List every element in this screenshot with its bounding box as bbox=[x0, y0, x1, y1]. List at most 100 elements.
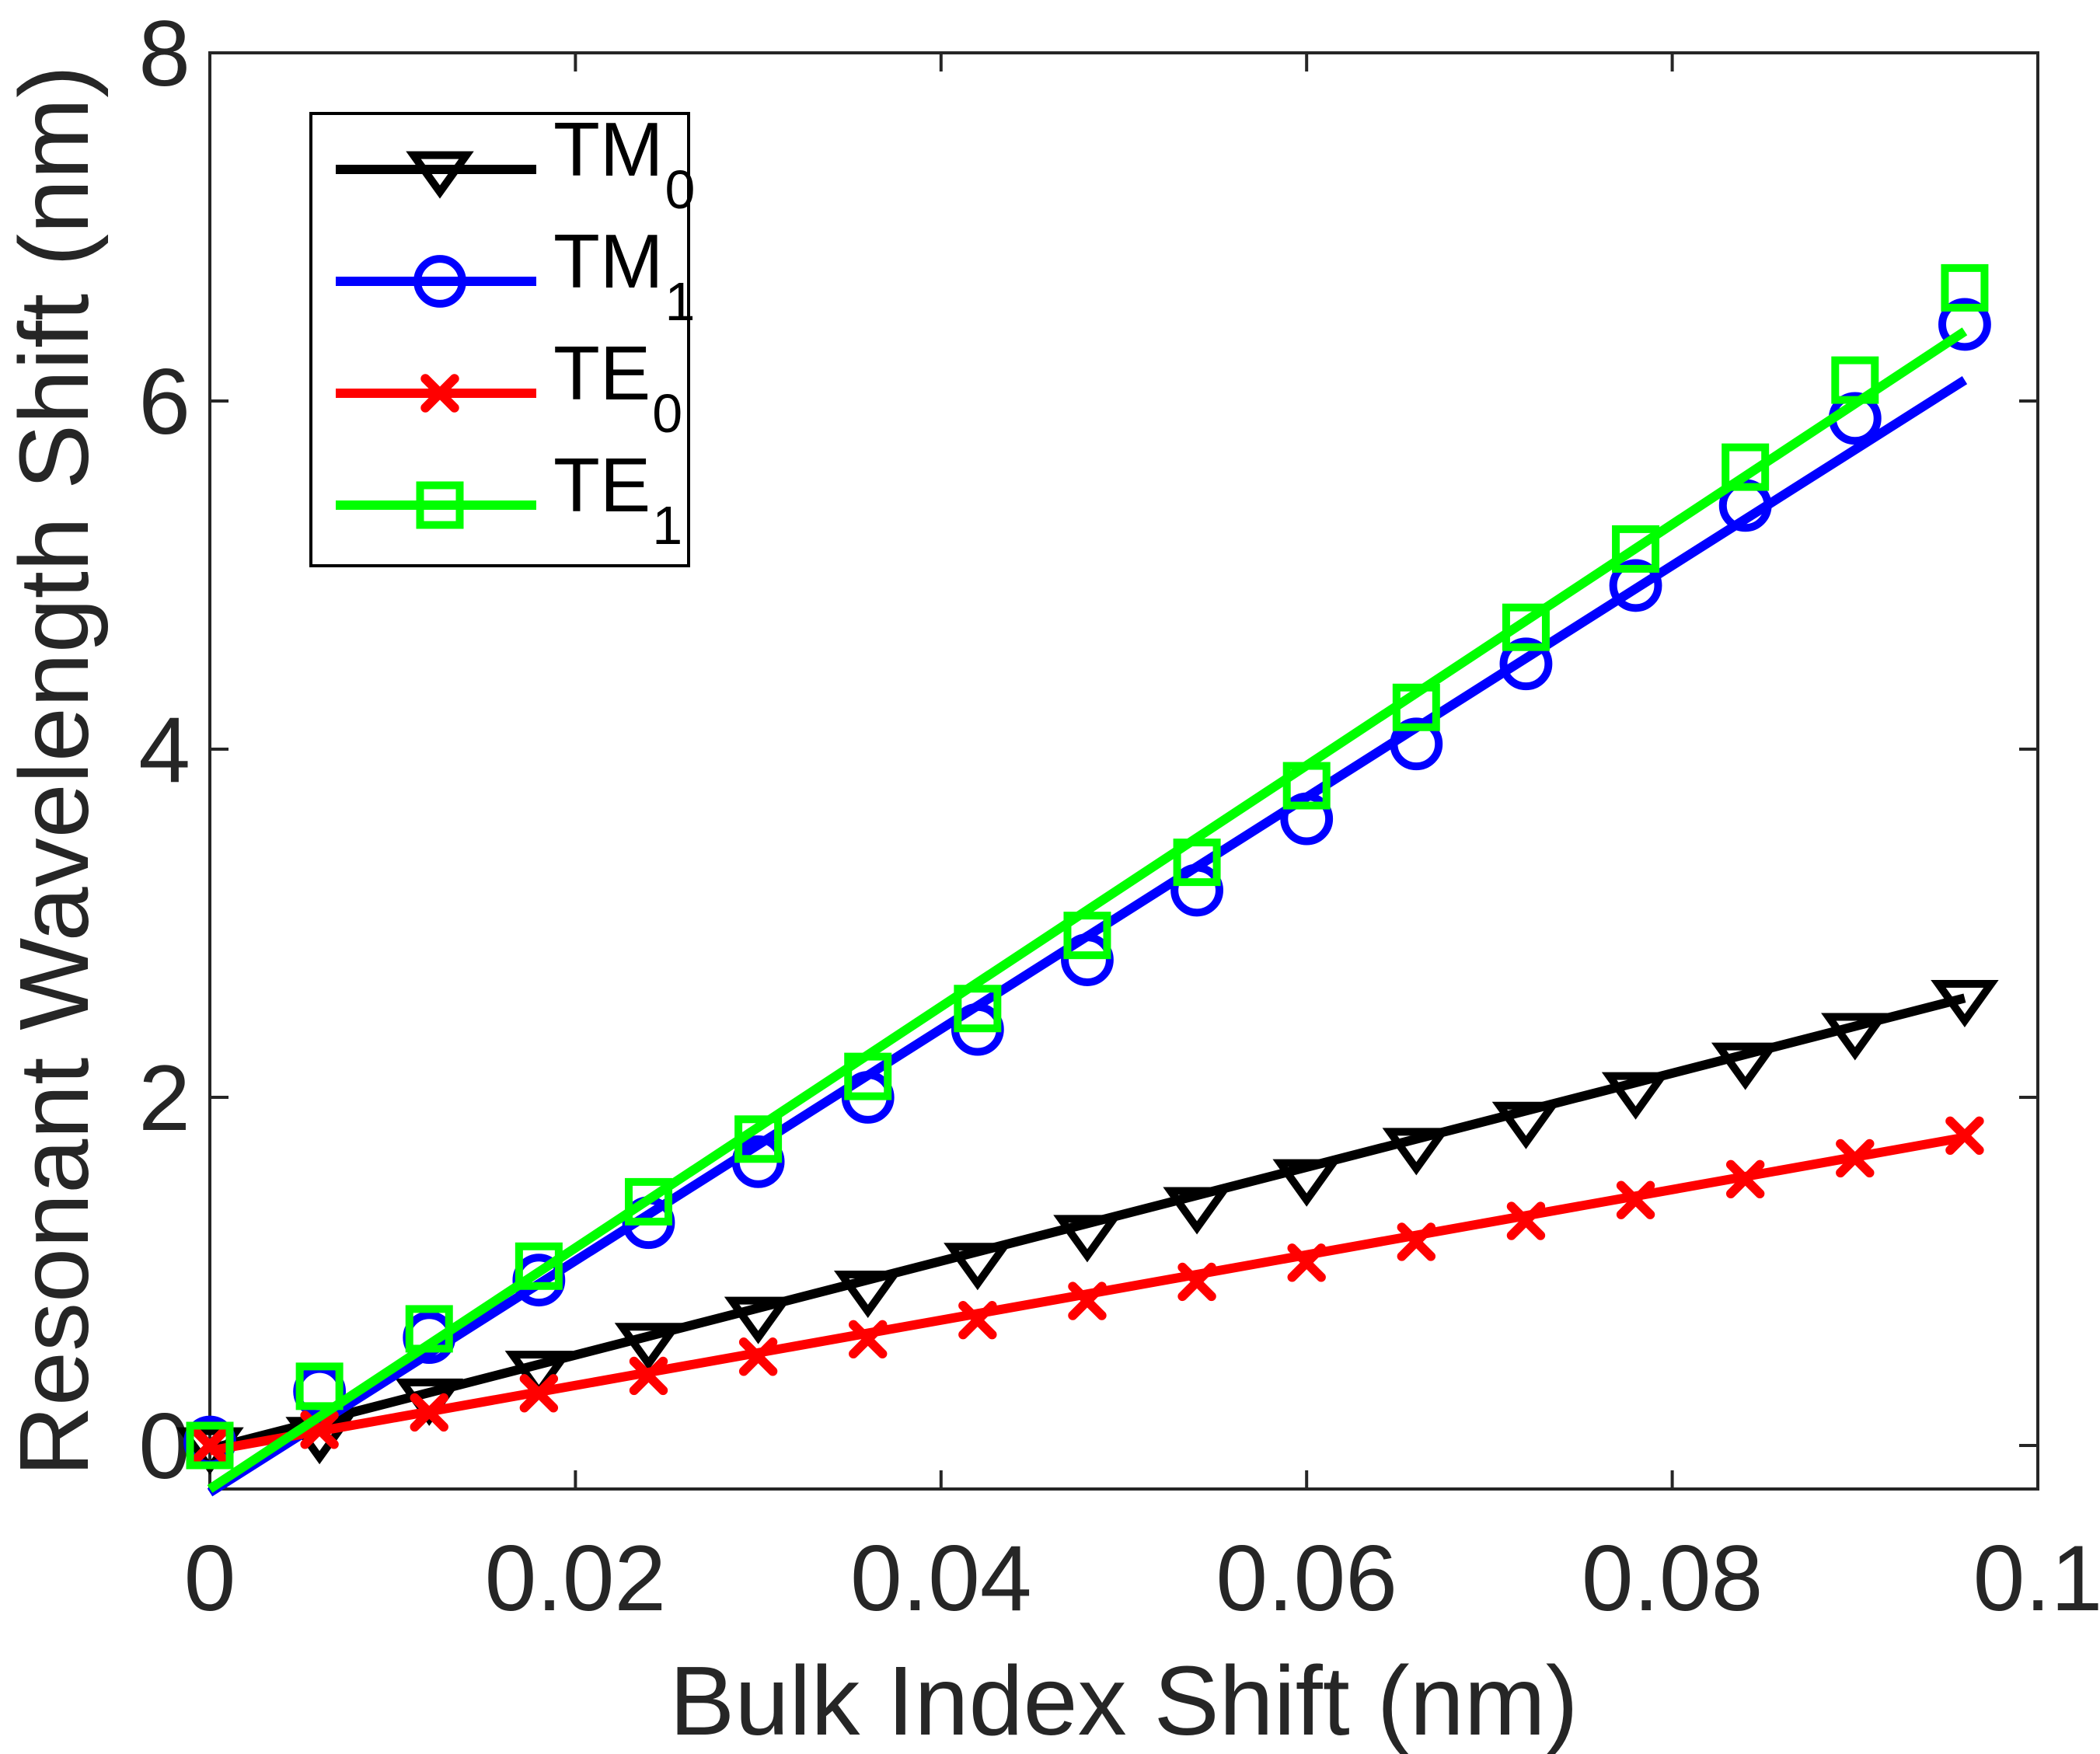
data-point-te0-stroke-b bbox=[849, 1320, 888, 1359]
legend-marker bbox=[420, 374, 459, 413]
data-point-te0 bbox=[849, 1320, 888, 1359]
tick-labels: 0 0.02 0.04 0.06 0.08 0.1 0 2 4 6 8 bbox=[138, 2, 2100, 1630]
data-point-tm0 bbox=[1272, 1159, 1341, 1207]
data-point-te0 bbox=[1397, 1222, 1436, 1261]
data-point-tm1 bbox=[1718, 479, 1772, 532]
legend-marker bbox=[413, 255, 466, 308]
data-point-te1 bbox=[844, 1052, 892, 1100]
data-point-te0-stroke-b bbox=[1616, 1180, 1655, 1219]
data-point-tm0 bbox=[1821, 1013, 1889, 1061]
legend-label-subscript: 1 bbox=[665, 271, 696, 332]
data-point-te0 bbox=[629, 1356, 668, 1396]
data-point-te0 bbox=[519, 1374, 559, 1413]
data-point-tm1 bbox=[1280, 792, 1334, 846]
data-point-te0 bbox=[410, 1393, 448, 1432]
x-axis-label: Bulk Index Shift (nm) bbox=[669, 1646, 1578, 1754]
fit-line-tm0 bbox=[208, 993, 1966, 1454]
legend-label-subscript: 1 bbox=[652, 495, 682, 556]
data-point-tm0 bbox=[1053, 1215, 1122, 1263]
data-point-te0-stroke-b bbox=[1068, 1282, 1107, 1320]
data-point-te1 bbox=[1063, 912, 1111, 960]
legend-box bbox=[309, 112, 690, 567]
data-point-te0-stroke-b bbox=[300, 1411, 339, 1449]
data-point-te1 bbox=[1392, 683, 1440, 731]
data-point-te0-stroke-b bbox=[1725, 1159, 1765, 1198]
data-point-tm0 bbox=[1382, 1128, 1451, 1176]
data-point-tm1 bbox=[1499, 637, 1553, 691]
data-point-tm0 bbox=[724, 1296, 793, 1344]
legend-label: TE bbox=[553, 442, 651, 528]
y-tick-label: 4 bbox=[138, 698, 190, 802]
legend-label: TE bbox=[553, 330, 651, 416]
data-point-tm1 bbox=[1170, 863, 1223, 917]
y-tick-label: 6 bbox=[138, 350, 190, 454]
data-point-te0-stroke-b bbox=[1945, 1116, 1984, 1155]
data-point-tm0 bbox=[504, 1351, 574, 1399]
data-point-te0-stroke-b bbox=[738, 1337, 778, 1376]
data-point-te0-stroke-b bbox=[958, 1301, 997, 1340]
data-point-tm1 bbox=[1061, 933, 1114, 986]
data-point-tm0 bbox=[833, 1271, 902, 1319]
data-point-te1 bbox=[734, 1115, 783, 1163]
data-point-tm0 bbox=[1711, 1042, 1780, 1090]
data-point-te0 bbox=[1068, 1282, 1107, 1320]
data-point-te0-stroke-b bbox=[1397, 1222, 1436, 1261]
data-point-tm0 bbox=[1491, 1101, 1561, 1149]
data-point-te0 bbox=[1836, 1139, 1875, 1178]
data-point-te0-stroke-b bbox=[1287, 1243, 1326, 1282]
legend-marker bbox=[416, 481, 464, 529]
legend-label: TM bbox=[553, 106, 664, 192]
axis-ticks bbox=[208, 51, 2039, 1489]
data-point-te0-stroke-b bbox=[1506, 1201, 1546, 1240]
data-point-te0 bbox=[1945, 1116, 1984, 1155]
data-point-te1 bbox=[1941, 263, 1989, 312]
data-point-te0-stroke-b bbox=[190, 1426, 229, 1465]
data-point-te1 bbox=[624, 1177, 672, 1226]
data-point-te0 bbox=[738, 1337, 778, 1376]
data-point-te0 bbox=[1725, 1159, 1765, 1198]
data-point-te0-stroke-b bbox=[410, 1393, 448, 1432]
data-point-te1 bbox=[1612, 525, 1660, 573]
series-layer bbox=[176, 263, 1999, 1497]
series-te1 bbox=[186, 263, 1989, 1494]
legend-marker-stroke-b bbox=[420, 374, 459, 413]
data-point-te0 bbox=[958, 1301, 997, 1340]
legend-label: TM bbox=[553, 218, 664, 304]
x-tick-label: 0.02 bbox=[485, 1526, 667, 1630]
data-point-te1 bbox=[186, 1421, 234, 1470]
data-point-tm1 bbox=[1609, 559, 1662, 612]
data-point-te1 bbox=[1173, 839, 1221, 887]
data-point-tm1 bbox=[1390, 717, 1443, 771]
data-point-te0-stroke-b bbox=[1177, 1262, 1216, 1302]
data-point-te1 bbox=[1831, 356, 1879, 404]
data-point-te1 bbox=[954, 985, 1002, 1033]
data-point-te0-stroke-b bbox=[1836, 1139, 1875, 1178]
legend-label-subscript: 0 bbox=[665, 159, 696, 220]
data-point-te0-stroke-b bbox=[519, 1374, 559, 1413]
y-tick-label: 0 bbox=[138, 1394, 190, 1498]
series-tm0 bbox=[176, 979, 1999, 1475]
data-point-te0 bbox=[190, 1426, 229, 1465]
y-axis-label: Resonant Wavelength Shift (nm) bbox=[0, 65, 109, 1477]
data-point-tm0 bbox=[614, 1323, 683, 1371]
data-point-tm0 bbox=[944, 1243, 1012, 1291]
series-te0 bbox=[190, 1116, 1984, 1465]
legend-marker bbox=[406, 151, 474, 199]
data-point-tm0 bbox=[1163, 1187, 1231, 1235]
data-point-tm0 bbox=[1601, 1072, 1670, 1120]
data-point-tm0 bbox=[1931, 979, 1999, 1027]
x-tick-label: 0.1 bbox=[1973, 1526, 2100, 1630]
y-tick-label: 8 bbox=[138, 2, 190, 106]
x-tick-label: 0 bbox=[184, 1526, 236, 1630]
data-point-te0 bbox=[1506, 1201, 1546, 1240]
legend: TM 0TM 1TE 0TE 1 bbox=[309, 106, 696, 567]
data-point-te0 bbox=[1177, 1262, 1216, 1302]
y-tick-label: 2 bbox=[138, 1046, 190, 1150]
x-tick-label: 0.04 bbox=[850, 1526, 1032, 1630]
data-point-te1 bbox=[1282, 762, 1331, 810]
data-point-te1 bbox=[1722, 443, 1770, 491]
data-point-te0 bbox=[1616, 1180, 1655, 1219]
fit-line-te0 bbox=[208, 1132, 1966, 1456]
legend-label-subscript: 0 bbox=[652, 383, 682, 444]
